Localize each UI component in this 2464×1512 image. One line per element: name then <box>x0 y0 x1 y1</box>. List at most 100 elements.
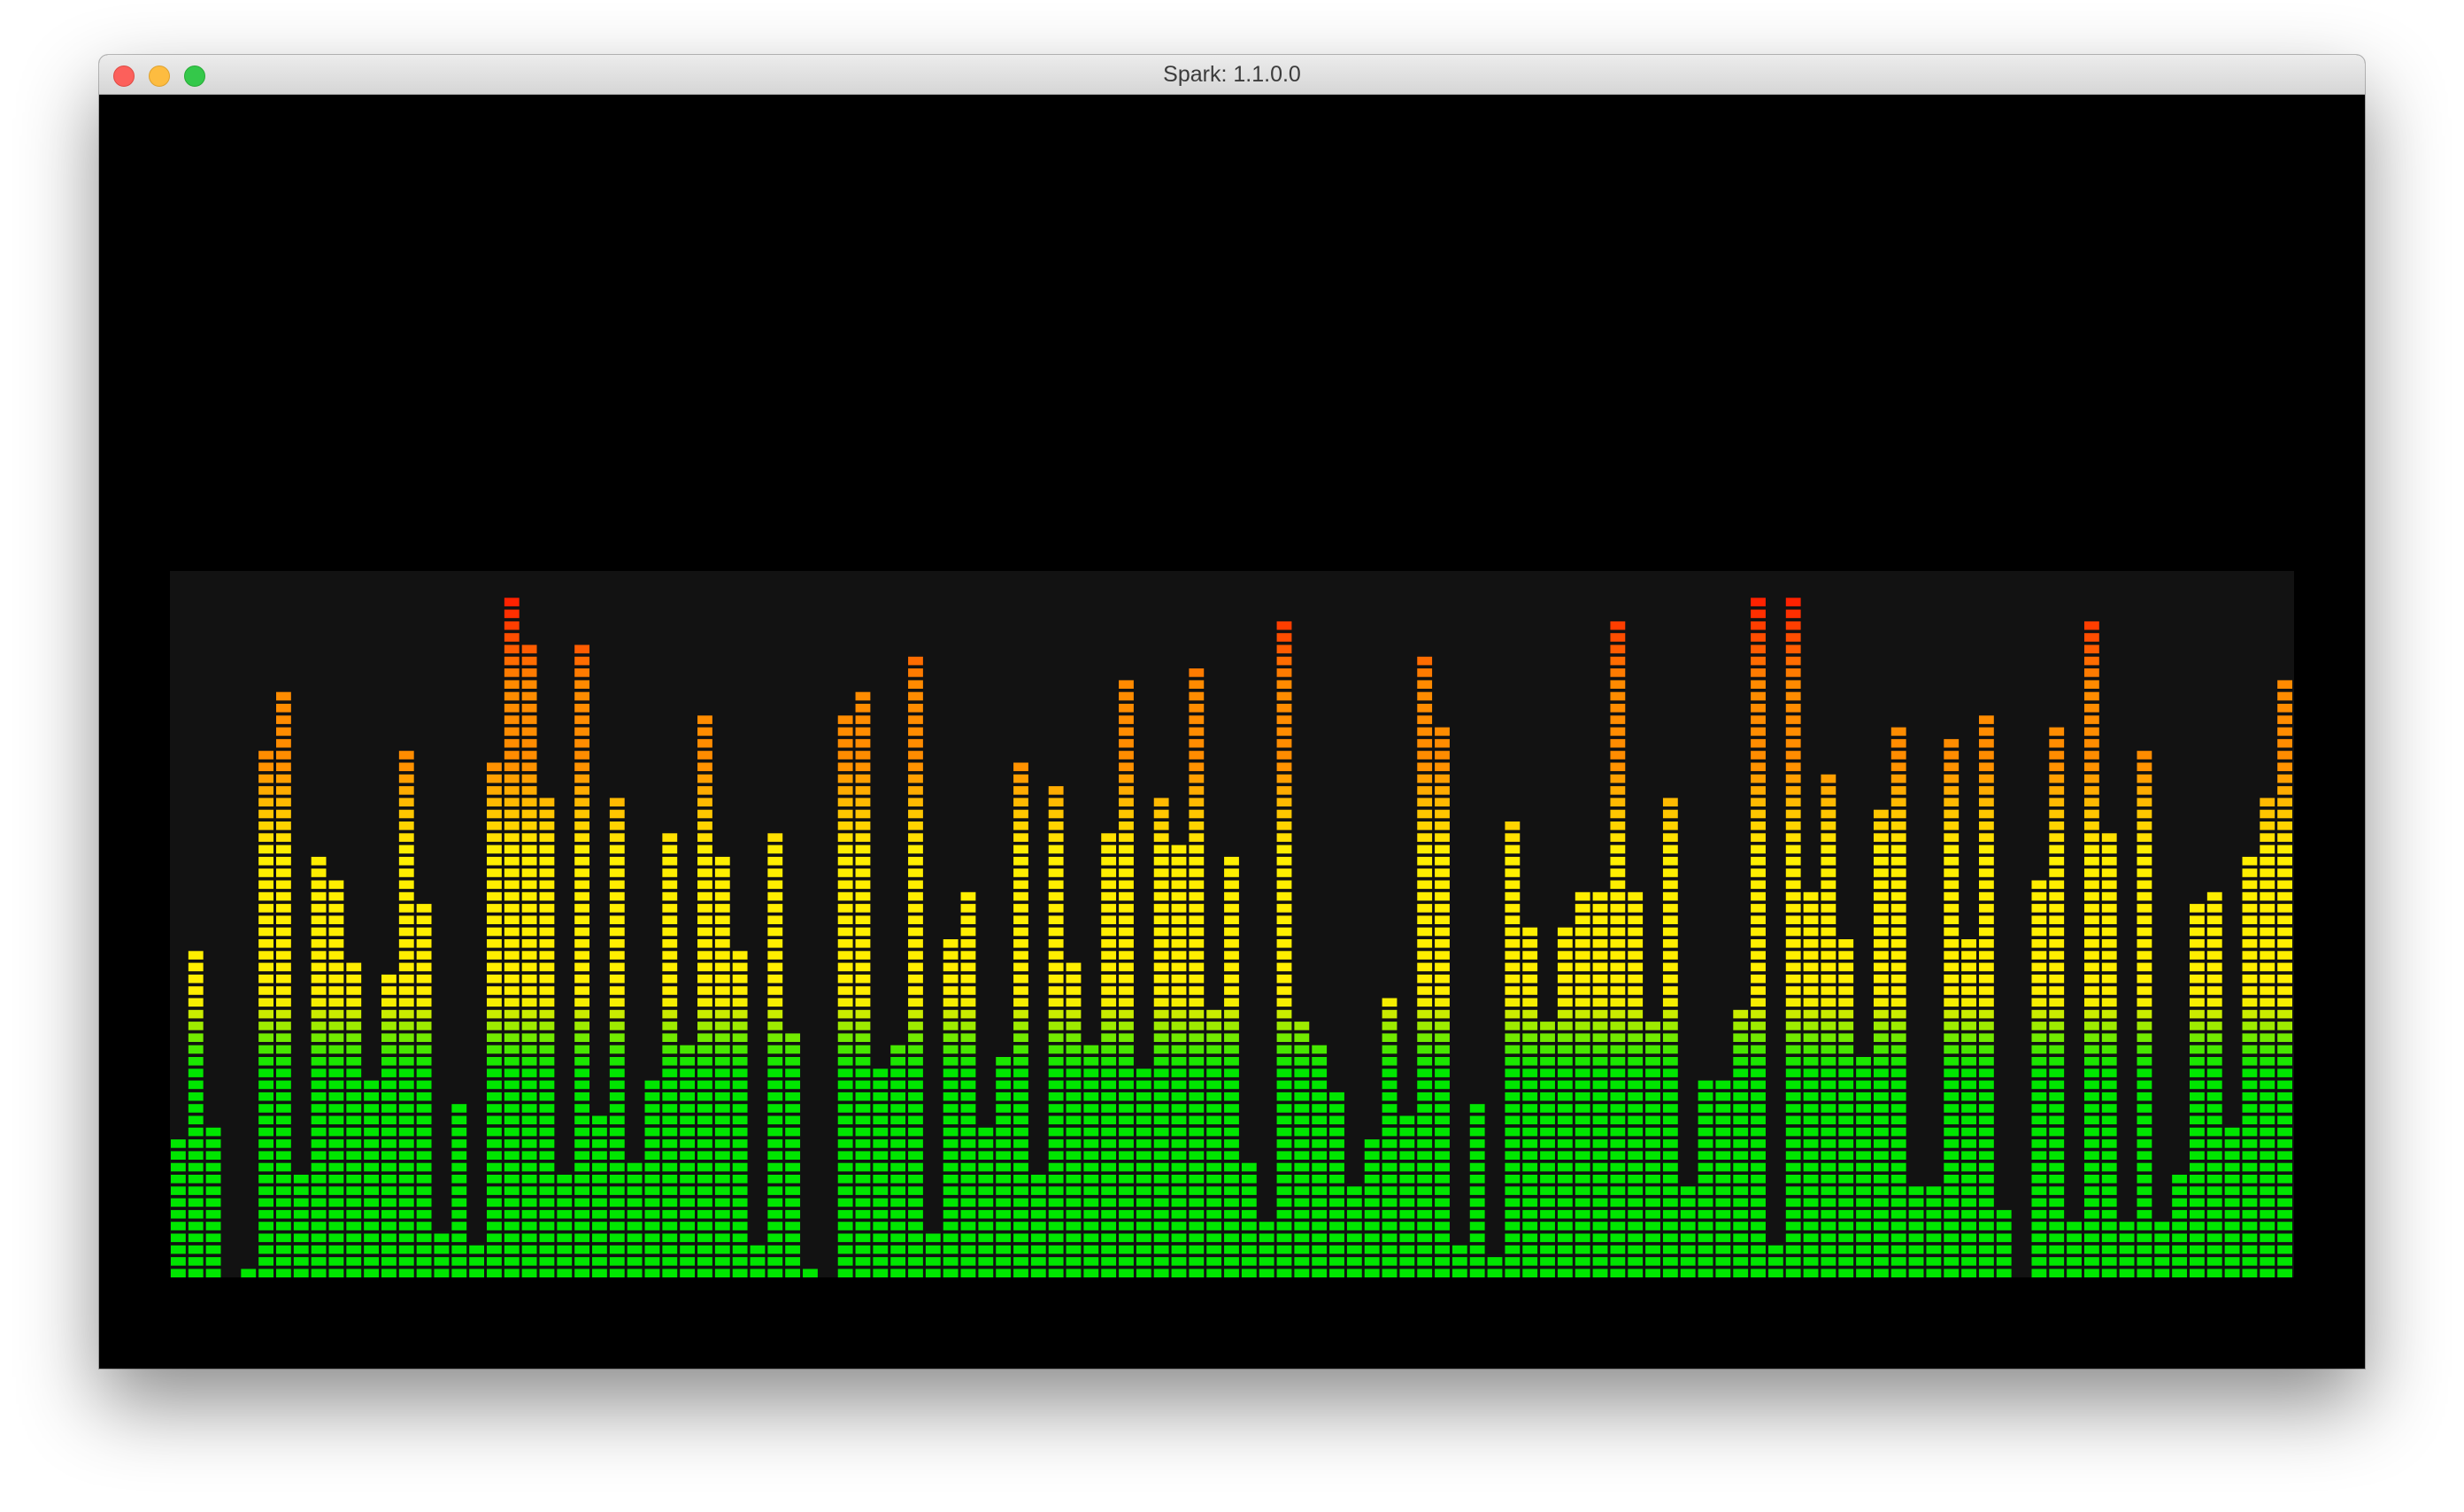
bar-segment <box>1399 1151 1415 1160</box>
bar-segment <box>1785 727 1801 737</box>
bar-segment <box>1224 904 1239 913</box>
bar-segment <box>1189 974 1205 984</box>
bar-segment <box>487 915 502 924</box>
bar-segment <box>2242 1080 2258 1090</box>
bar-segment <box>1153 809 1169 819</box>
bar-segment <box>592 1245 607 1254</box>
bar-segment <box>276 868 291 877</box>
bar-segment <box>1838 1269 1854 1277</box>
bar-segment <box>1417 891 1433 901</box>
bar-segment <box>1171 1045 1187 1054</box>
bar-segment <box>521 774 537 783</box>
bar-segment <box>2049 962 2065 972</box>
bar-segment <box>996 1092 1012 1101</box>
bar-segment <box>2242 1092 2258 1101</box>
bar-segment <box>1961 1045 1976 1054</box>
bar-segment <box>2277 891 2292 901</box>
bar-segment <box>2242 1222 2258 1230</box>
bar-segment <box>1785 962 1801 972</box>
bar-segment <box>908 1045 923 1054</box>
bar-segment <box>1698 1198 1713 1207</box>
bar-segment <box>328 986 344 995</box>
bar-segment <box>1066 1245 1082 1254</box>
bar-segment <box>311 1045 327 1054</box>
bar-segment <box>644 1245 660 1254</box>
bar-segment <box>1785 1209 1801 1219</box>
minimize-button[interactable] <box>149 66 170 87</box>
bar-segment <box>908 798 923 806</box>
bar-segment <box>1312 1198 1328 1207</box>
bar-segment <box>1610 738 1626 748</box>
bar-segment <box>1751 644 1766 654</box>
bar-segment <box>1838 986 1854 995</box>
bar-segment <box>574 1222 590 1230</box>
bar-segment <box>2189 974 2205 984</box>
bar-segment <box>539 868 555 877</box>
bar-segment <box>1785 1233 1801 1243</box>
bar-segment <box>2083 856 2099 866</box>
bar-segment <box>732 1151 748 1160</box>
bar-segment <box>2083 727 2099 737</box>
bar-segment <box>1645 1022 1660 1030</box>
bar-segment <box>960 1115 976 1125</box>
bar-segment <box>1048 856 1064 866</box>
close-button[interactable] <box>113 66 135 87</box>
bar-segment <box>2206 1162 2222 1172</box>
bar-segment <box>416 1033 432 1042</box>
bar-segment <box>1610 868 1626 877</box>
bar-segment <box>1505 1175 1521 1184</box>
bar-segment <box>1189 891 1205 901</box>
bar-segment <box>504 1045 520 1054</box>
bar-segment <box>346 1092 362 1101</box>
bar-segment <box>521 1009 537 1019</box>
bar-segment <box>1838 1151 1854 1160</box>
bar-segment <box>890 1127 906 1137</box>
bar-segment <box>2049 822 2065 830</box>
bar-segment <box>574 974 590 984</box>
bar-segment <box>1803 1257 1819 1266</box>
bar-segment <box>276 1257 291 1266</box>
bar-segment <box>2101 1186 2117 1195</box>
bar-segment <box>644 1151 660 1160</box>
bar-segment <box>1066 1009 1082 1019</box>
bar-segment <box>2083 1139 2099 1148</box>
bar-segment <box>1961 1092 1976 1101</box>
bar-segment <box>1803 986 1819 995</box>
bar-segment <box>311 927 327 937</box>
bar-segment <box>767 1022 783 1030</box>
bar-segment <box>521 951 537 960</box>
bar-segment <box>855 1257 871 1266</box>
bar-segment <box>2206 927 2222 937</box>
bar-segment <box>925 1233 941 1243</box>
bar-segment <box>293 1175 309 1184</box>
bar-segment <box>1399 1257 1415 1266</box>
bar-segment <box>1540 1198 1555 1207</box>
bar-segment <box>1224 986 1239 995</box>
bar-segment <box>908 1257 923 1266</box>
bar-segment <box>487 762 502 772</box>
zoom-button[interactable] <box>184 66 205 87</box>
bar-segment <box>1206 1151 1222 1160</box>
bar-segment <box>328 1068 344 1077</box>
bar-segment <box>1312 1245 1328 1254</box>
title-bar[interactable]: Spark: 1.1.0.0 <box>99 55 2365 95</box>
bar-segment <box>188 1198 204 1207</box>
bar-segment <box>2277 727 2292 737</box>
bar-segment <box>697 786 712 795</box>
bar-segment <box>188 1162 204 1172</box>
bar-segment <box>521 904 537 913</box>
bar-segment <box>1628 1151 1644 1160</box>
bar-segment <box>960 1009 976 1019</box>
bar-segment <box>521 927 537 937</box>
bar-segment <box>1119 1092 1134 1101</box>
bar-segment <box>2172 1245 2187 1254</box>
spectrum-bar <box>258 751 273 1277</box>
bar-segment <box>960 1162 976 1172</box>
bar-segment <box>1382 1092 1398 1101</box>
bar-segment <box>592 1175 607 1184</box>
bar-segment <box>1838 974 1854 984</box>
spectrum-bar <box>1733 1009 1749 1277</box>
bar-segment <box>2031 1045 2047 1054</box>
bar-segment <box>1592 891 1608 901</box>
bar-segment <box>2277 1068 2292 1077</box>
